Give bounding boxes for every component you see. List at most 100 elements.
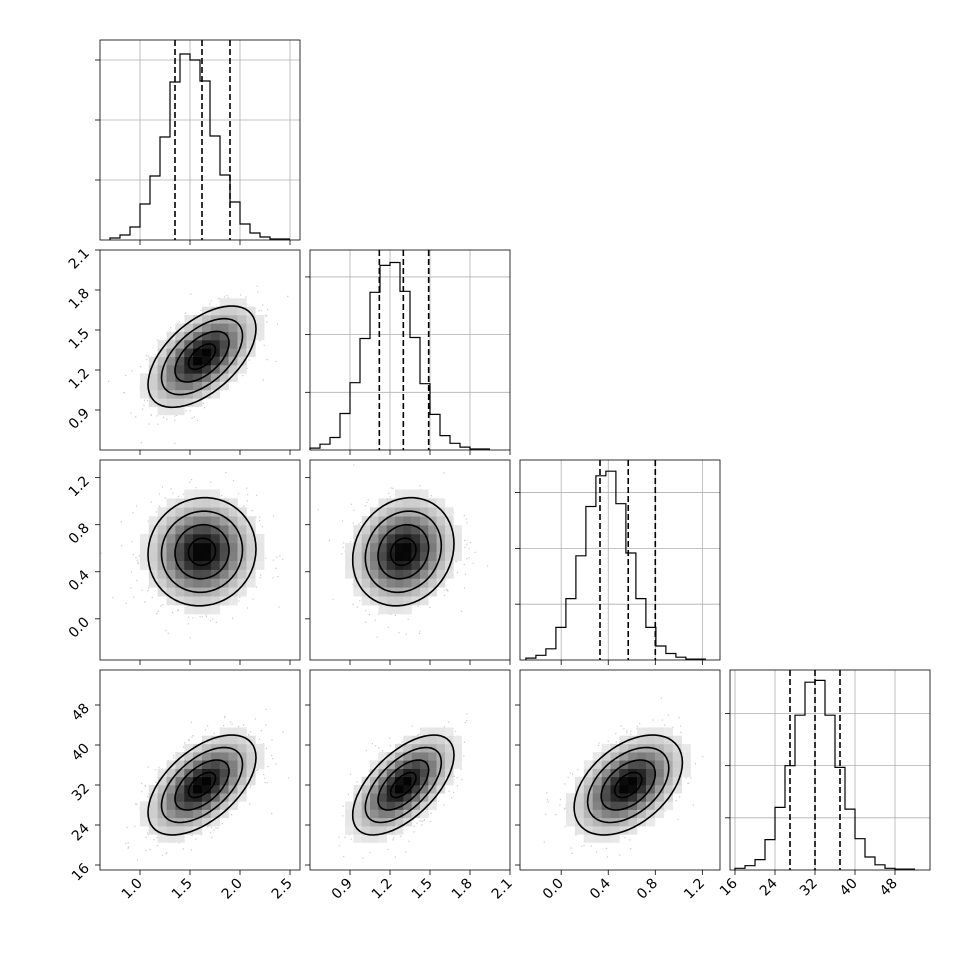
density-cell-1-3-10-4 xyxy=(428,801,437,810)
density-cell-0-2-11-3 xyxy=(237,578,247,588)
density-cell-0-2-5-8 xyxy=(184,534,194,544)
density-cell-0-1-3-8 xyxy=(166,340,176,349)
contour-0-1-level-3 xyxy=(147,305,257,409)
density-cell-0-3-6-11 xyxy=(193,743,203,753)
density-cell-1-2-5-1 xyxy=(386,596,396,606)
density-cell-1-3-5-3 xyxy=(386,809,396,819)
density-cell-2-3-10-8 xyxy=(654,768,665,778)
density-cell-2-3-6-7 xyxy=(619,776,629,786)
density-cell-2-3-3-10 xyxy=(592,752,602,761)
histogram-steps-0 xyxy=(109,53,290,240)
density-cell-1-3-8-3 xyxy=(411,809,421,819)
density-cell-2-3-5-3 xyxy=(610,809,620,819)
density-cell-0-1-11-5 xyxy=(237,365,247,374)
density-cell-0-3-6-7 xyxy=(193,776,203,786)
density-cell-1-3-0-3 xyxy=(345,809,354,819)
density-cell-0-3-3-8 xyxy=(166,768,176,778)
density-cell-1-2-8-12 xyxy=(411,498,421,508)
density-cell-2-3-5-0 xyxy=(610,834,620,843)
density-cell-1-2-9-10 xyxy=(420,516,429,526)
density-cell-1-2-11-6 xyxy=(436,551,446,561)
density-cell-1-2-6-6 xyxy=(395,551,404,561)
density-cell-0-2-6-4 xyxy=(193,569,203,579)
density-cell-1-3-9-9 xyxy=(420,760,429,769)
density-cell-0-2-5-10 xyxy=(184,516,194,526)
density-cell-0-2-12-7 xyxy=(246,542,256,553)
density-cell-0-1-5-10 xyxy=(184,323,194,332)
density-cell-0-3-10-5 xyxy=(228,793,238,802)
density-cell-0-1-8-4 xyxy=(210,373,221,382)
density-cell-1-3-1-6 xyxy=(353,785,362,794)
density-cell-1-3-9-4 xyxy=(420,801,429,810)
density-cell-1-2-0-4 xyxy=(345,569,354,579)
density-cell-1-3-9-8 xyxy=(420,768,429,778)
density-cell-1-2-7-3 xyxy=(403,578,412,588)
x-tick-label-2-0: 0.0 xyxy=(540,876,567,903)
density-cell-0-1-9-13 xyxy=(219,298,229,307)
density-cell-0-3-10-10 xyxy=(228,752,238,761)
density-cell-2-3-8-9 xyxy=(637,760,647,769)
density-cell-0-2-7-5 xyxy=(202,560,212,570)
y-tick-label-1-4: 2.1 xyxy=(66,246,93,273)
panel-content-0-1 xyxy=(108,285,289,450)
density-cell-2-3-10-4 xyxy=(654,801,665,810)
density-cell-0-1-0-4 xyxy=(139,373,150,382)
density-cell-2-3-0-4 xyxy=(566,801,576,810)
density-cell-1-2-0-7 xyxy=(345,542,354,553)
density-cell-0-3-2-1 xyxy=(157,826,167,835)
density-cell-0-2-2-4 xyxy=(157,569,167,579)
density-cell-0-2-6-1 xyxy=(193,596,203,606)
density-cell-0-1-10-12 xyxy=(228,306,238,316)
density-cell-0-3-5-10 xyxy=(184,752,194,761)
density-cell-0-3-3-5 xyxy=(166,793,176,802)
density-cell-2-3-2-8 xyxy=(583,768,593,778)
density-cell-1-2-9-13 xyxy=(420,489,429,499)
density-cell-1-3-8-8 xyxy=(411,768,421,778)
density-cell-1-3-2-5 xyxy=(361,793,371,802)
density-cell-2-3-0-3 xyxy=(566,809,576,819)
density-cell-1-2-5-5 xyxy=(386,560,396,570)
density-cell-2-3-9-9 xyxy=(646,760,656,769)
density-cell-0-1-8-6 xyxy=(210,356,221,366)
density-cell-1-2-13-8 xyxy=(453,534,462,544)
density-cell-0-1-6-7 xyxy=(193,348,203,357)
x-tick-label-3-0: 16 xyxy=(717,875,741,899)
density-cell-0-1-9-3 xyxy=(219,381,229,391)
density-cell-0-3-4-3 xyxy=(175,809,185,819)
density-cell-0-3-12-12 xyxy=(246,735,256,745)
density-cell-0-2-10-10 xyxy=(228,516,238,526)
y-tick-label-3-2: 32 xyxy=(69,781,93,805)
density-cell-1-2-2-9 xyxy=(361,525,371,535)
density-cell-0-2-11-11 xyxy=(237,507,247,517)
x-tick-label-1-1: 1.2 xyxy=(369,876,396,903)
density-cell-0-1-1-6 xyxy=(148,356,158,366)
density-cell-2-3-9-13 xyxy=(646,727,656,736)
contour-0-2-level-1 xyxy=(174,523,230,580)
density-cell-1-3-8-11 xyxy=(411,743,421,753)
density-cell-1-2-8-6 xyxy=(411,551,421,561)
density-cell-1-3-3-5 xyxy=(370,793,379,802)
density-cell-1-3-3-3 xyxy=(370,809,379,819)
density-cell-0-1-3-2 xyxy=(166,390,176,399)
density-cell-2-3-4-4 xyxy=(601,801,611,810)
density-cell-0-3-9-5 xyxy=(219,793,229,802)
density-cell-0-1-7-5 xyxy=(202,365,212,374)
x-tick-label-3-3: 40 xyxy=(837,876,861,900)
density-cell-1-2-9-4 xyxy=(420,569,429,579)
density-cell-1-3-5-10 xyxy=(386,752,396,761)
density-cell-2-3-9-5 xyxy=(646,793,656,802)
density-cell-1-3-12-9 xyxy=(445,760,454,769)
density-cell-0-3-7-4 xyxy=(202,801,212,810)
density-cell-0-1-13-10 xyxy=(255,323,265,332)
density-cell-1-3-9-3 xyxy=(420,809,429,819)
density-cell-0-2-10-9 xyxy=(228,525,238,535)
density-cell-0-1-4-6 xyxy=(175,356,185,366)
density-cell-0-2-2-2 xyxy=(157,587,167,597)
density-cell-0-2-4-9 xyxy=(175,525,185,535)
contour-1-3-level-0 xyxy=(389,771,417,799)
y-tick-label-3-4: 48 xyxy=(69,701,93,725)
density-cell-2-3-4-3 xyxy=(601,809,611,819)
density-cell-0-3-0-3 xyxy=(139,809,150,819)
density-cell-0-2-6-6 xyxy=(193,551,203,561)
density-cell-0-3-11-13 xyxy=(237,727,247,736)
